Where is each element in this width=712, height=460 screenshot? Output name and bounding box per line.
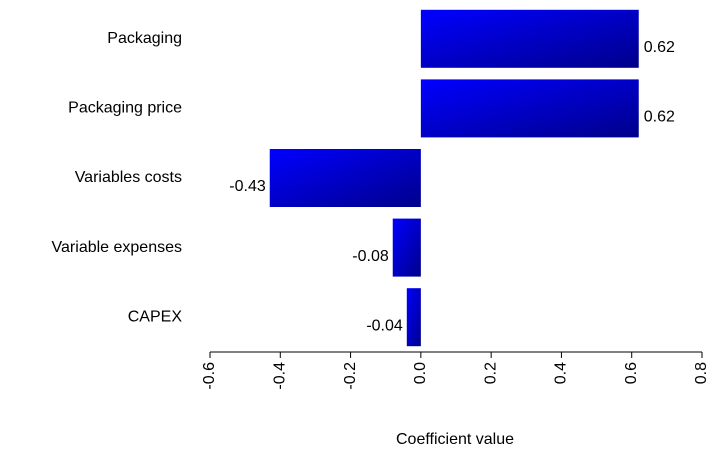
y-tick-label: Packaging price (68, 100, 182, 117)
x-axis-title: Coefficient value (396, 431, 514, 448)
x-tick-label: -0.6 (201, 362, 218, 390)
data-label: -0.43 (229, 178, 266, 195)
y-tick-label: Variables costs (75, 169, 182, 186)
bar (420, 9, 639, 68)
bar (420, 79, 639, 138)
x-tick-label: 0.8 (693, 362, 710, 384)
x-tick-label: 0.2 (482, 362, 499, 384)
x-tick-label: 0.6 (623, 362, 640, 384)
y-tick-label: Packaging (107, 30, 182, 47)
y-tick-label: CAPEX (128, 308, 183, 325)
bar (392, 218, 421, 277)
data-label: 0.62 (644, 39, 675, 56)
data-label: -0.08 (352, 248, 389, 265)
x-tick-label: 0.4 (553, 362, 570, 384)
y-tick-label: Variable expenses (52, 239, 182, 256)
x-tick-label: -0.4 (272, 362, 289, 390)
bar (269, 149, 421, 207)
bar (406, 288, 421, 347)
data-label: -0.04 (366, 317, 403, 334)
x-tick-label: -0.2 (342, 362, 359, 390)
data-label: 0.62 (644, 109, 675, 126)
x-tick-label: 0.0 (412, 362, 429, 384)
